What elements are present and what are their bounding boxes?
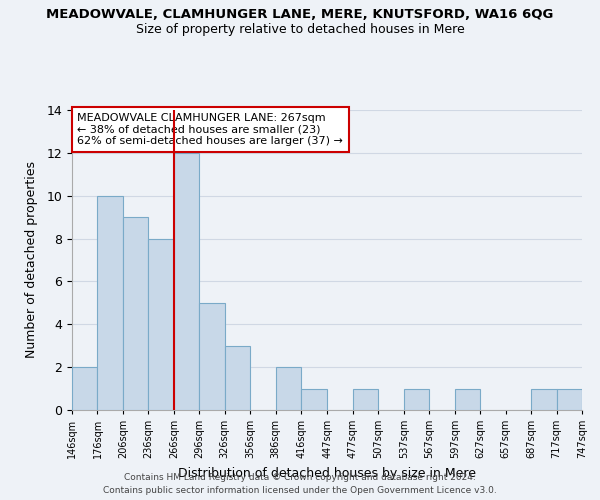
X-axis label: Distribution of detached houses by size in Mere: Distribution of detached houses by size … bbox=[178, 466, 476, 479]
Bar bbox=[123, 217, 148, 410]
Text: MEADOWVALE, CLAMHUNGER LANE, MERE, KNUTSFORD, WA16 6QG: MEADOWVALE, CLAMHUNGER LANE, MERE, KNUTS… bbox=[46, 8, 554, 20]
Bar bbox=[404, 388, 429, 410]
Bar bbox=[275, 367, 301, 410]
Bar bbox=[97, 196, 123, 410]
Bar bbox=[301, 388, 328, 410]
Text: Size of property relative to detached houses in Mere: Size of property relative to detached ho… bbox=[136, 22, 464, 36]
Bar bbox=[531, 388, 557, 410]
Bar bbox=[148, 238, 174, 410]
Bar bbox=[199, 303, 225, 410]
Bar bbox=[72, 367, 97, 410]
Text: MEADOWVALE CLAMHUNGER LANE: 267sqm
← 38% of detached houses are smaller (23)
62%: MEADOWVALE CLAMHUNGER LANE: 267sqm ← 38%… bbox=[77, 113, 343, 146]
Bar bbox=[225, 346, 250, 410]
Bar bbox=[174, 153, 199, 410]
Bar bbox=[353, 388, 379, 410]
Bar bbox=[557, 388, 582, 410]
Bar bbox=[455, 388, 480, 410]
Y-axis label: Number of detached properties: Number of detached properties bbox=[25, 162, 38, 358]
Text: Contains HM Land Registry data © Crown copyright and database right 2024.
Contai: Contains HM Land Registry data © Crown c… bbox=[103, 474, 497, 495]
